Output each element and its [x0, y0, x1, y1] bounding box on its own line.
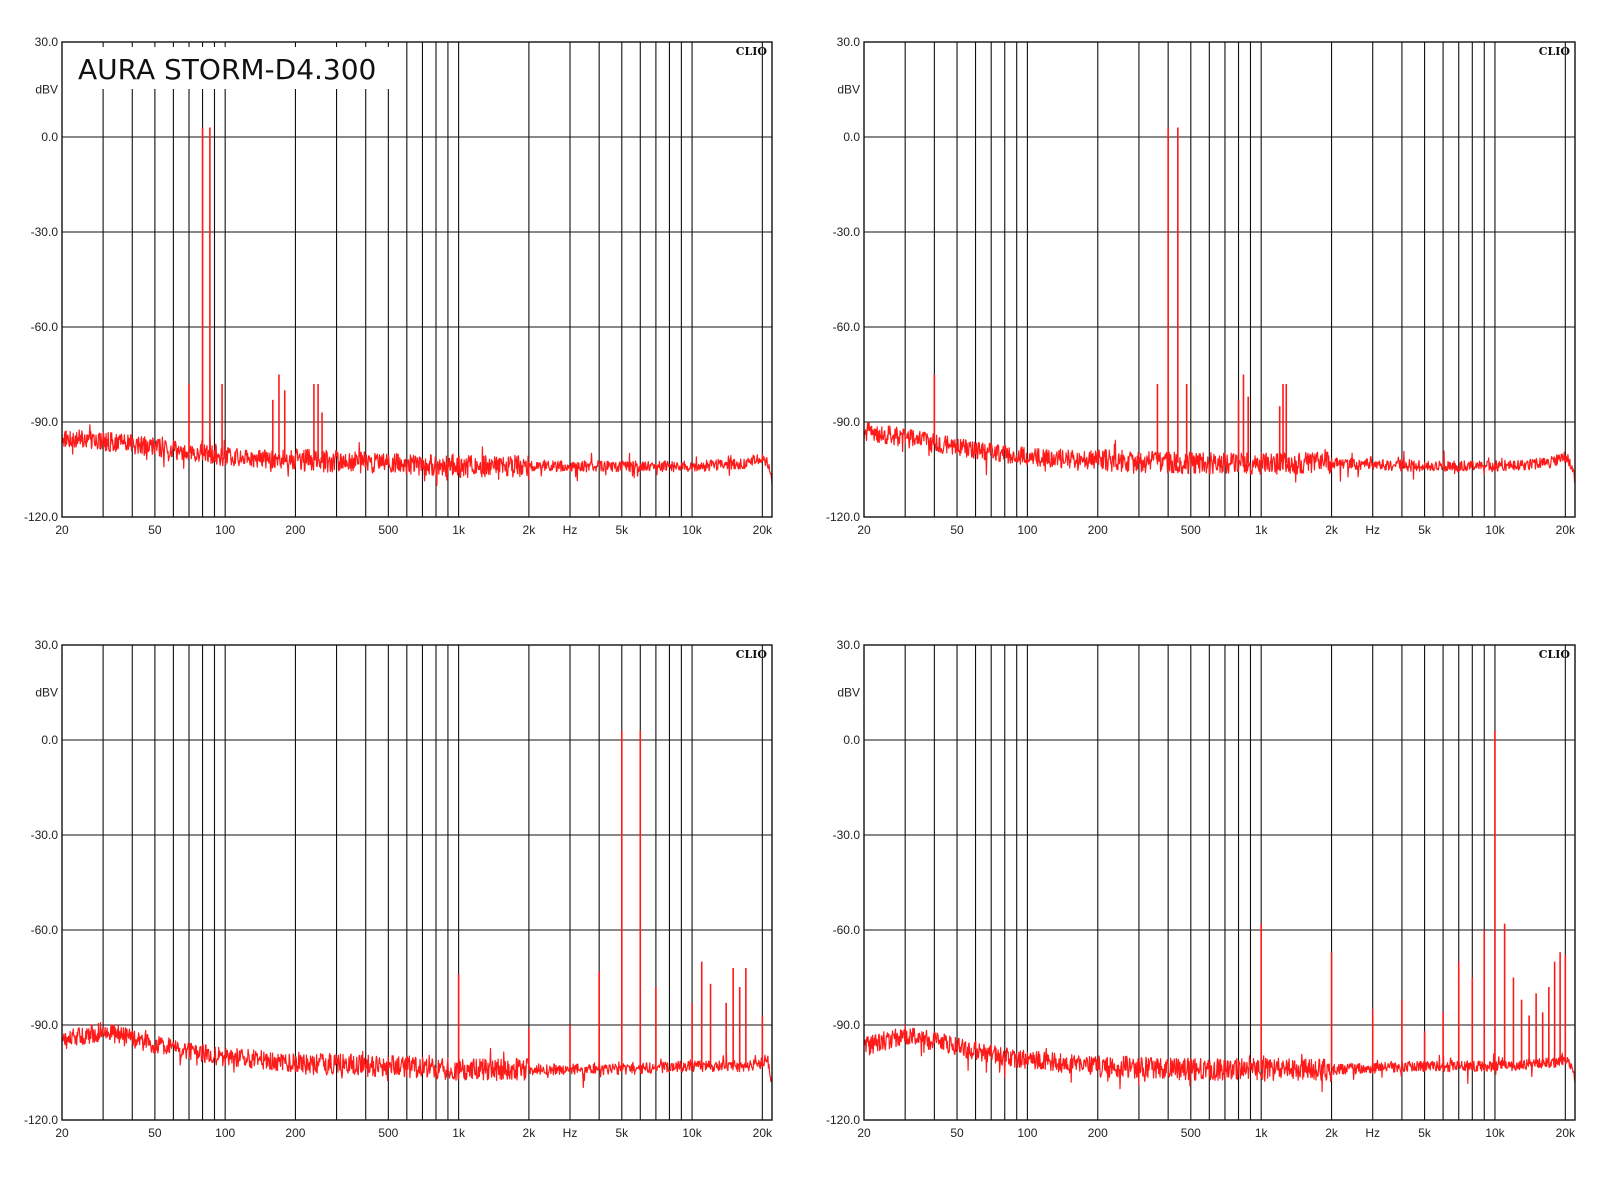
x-tick-label: 20k: [1556, 523, 1576, 537]
x-tick-label: 50: [950, 1126, 964, 1140]
x-tick-label: 1k: [1255, 523, 1269, 537]
x-tick-label: 5k: [1418, 1126, 1432, 1140]
clio-badge: CLIO: [1539, 45, 1571, 58]
x-tick-label: 5k: [615, 523, 629, 537]
x-tick-label: 500: [378, 1126, 398, 1140]
y-tick-label: -60.0: [31, 923, 59, 937]
y-tick-label: -30.0: [31, 225, 59, 239]
x-tick-label: 20k: [753, 1126, 773, 1140]
x-unit-label: Hz: [563, 1126, 578, 1140]
y-tick-label: -30.0: [31, 828, 59, 842]
y-tick-label: -60.0: [833, 320, 861, 334]
y-tick-label: -90.0: [31, 1018, 59, 1032]
y-tick-label: 30.0: [837, 638, 861, 652]
x-unit-label: Hz: [1365, 523, 1380, 537]
plot-frame: [61, 41, 773, 518]
y-tick-label: 30.0: [35, 638, 59, 652]
x-tick-label: 2k: [1325, 523, 1339, 537]
x-tick-label: 100: [215, 523, 235, 537]
y-tick-label: -120.0: [826, 1113, 860, 1127]
y-tick-label: -60.0: [833, 923, 861, 937]
y-tick-label: 30.0: [35, 35, 59, 49]
plot-frame: [863, 41, 1576, 518]
x-unit-label: Hz: [563, 523, 578, 537]
title-backdrop: [63, 47, 399, 89]
spectrum-panel-3: 30.0 0.0 -30.0 -60.0 -90.0 -120.0 dBV 20 50 100 20…: [24, 638, 773, 1140]
x-unit-label: Hz: [1365, 1126, 1380, 1140]
y-tick-label: -90.0: [833, 1018, 861, 1032]
plot-frame: [61, 644, 773, 1121]
x-tick-label: 200: [1088, 1126, 1108, 1140]
x-tick-label: 10k: [1485, 523, 1505, 537]
y-unit-label: dBV: [35, 686, 58, 700]
x-tick-label: 500: [1181, 523, 1201, 537]
x-tick-label: 200: [285, 523, 305, 537]
y-tick-label: -90.0: [31, 415, 59, 429]
x-tick-label: 100: [1017, 1126, 1037, 1140]
clio-badge: CLIO: [736, 648, 768, 661]
spectrum-panel-4: 30.0 0.0 -30.0 -60.0 -90.0 -120.0 dBV 20 50 100 20…: [826, 638, 1576, 1140]
x-tick-label: 10k: [682, 523, 702, 537]
spectrum-panel-2: 30.0 0.0 -30.0 -60.0 -90.0 -120.0 dBV 20 50 100 20…: [826, 35, 1576, 537]
spectrum-panel-1: 30.0 0.0 -30.0 -60.0 -90.0 -120.0 dBV 20 50 100 20…: [24, 35, 773, 537]
x-tick-label: 10k: [682, 1126, 702, 1140]
x-tick-label: 2k: [1325, 1126, 1339, 1140]
noise-floor-trace: [863, 422, 1576, 484]
clio-badge: CLIO: [1539, 648, 1571, 661]
x-tick-label: 1k: [452, 523, 466, 537]
x-tick-label: 20k: [753, 523, 773, 537]
x-tick-label: 100: [215, 1126, 235, 1140]
y-tick-label: -30.0: [833, 225, 861, 239]
chart-title: AURA STORM-D4.300: [78, 53, 376, 86]
y-tick-label: -120.0: [826, 510, 860, 524]
noise-floor-trace: [61, 1022, 773, 1089]
clio-badge: CLIO: [736, 45, 768, 58]
y-tick-label: 0.0: [843, 733, 860, 747]
y-tick-label: -60.0: [31, 320, 59, 334]
x-tick-label: 50: [148, 1126, 162, 1140]
x-tick-label: 20: [857, 523, 871, 537]
y-tick-label: -120.0: [24, 510, 58, 524]
x-tick-label: 20: [55, 1126, 69, 1140]
x-tick-label: 500: [1181, 1126, 1201, 1140]
x-tick-label: 200: [1088, 523, 1108, 537]
noise-floor-trace: [863, 1024, 1576, 1093]
y-tick-label: 0.0: [41, 130, 58, 144]
x-tick-label: 2k: [523, 1126, 537, 1140]
y-unit-label: dBV: [837, 83, 860, 97]
x-tick-label: 5k: [1418, 523, 1432, 537]
x-tick-label: 2k: [523, 523, 537, 537]
y-tick-label: 0.0: [843, 130, 860, 144]
x-tick-label: 10k: [1485, 1126, 1505, 1140]
y-tick-label: -90.0: [833, 415, 861, 429]
x-tick-label: 1k: [1255, 1126, 1269, 1140]
y-unit-label: dBV: [35, 83, 58, 97]
y-tick-label: -30.0: [833, 828, 861, 842]
x-tick-label: 1k: [452, 1126, 466, 1140]
x-tick-label: 50: [148, 523, 162, 537]
x-tick-label: 20: [55, 523, 69, 537]
y-unit-label: dBV: [837, 686, 860, 700]
y-tick-label: 0.0: [41, 733, 58, 747]
plot-frame: [863, 644, 1576, 1121]
x-tick-label: 500: [378, 523, 398, 537]
x-tick-label: 50: [950, 523, 964, 537]
y-tick-label: -120.0: [24, 1113, 58, 1127]
x-tick-label: 20k: [1556, 1126, 1576, 1140]
x-tick-label: 20: [857, 1126, 871, 1140]
x-tick-label: 5k: [615, 1126, 629, 1140]
y-tick-label: 30.0: [837, 35, 861, 49]
x-tick-label: 100: [1017, 523, 1037, 537]
noise-floor-trace: [61, 424, 773, 486]
x-tick-label: 200: [285, 1126, 305, 1140]
